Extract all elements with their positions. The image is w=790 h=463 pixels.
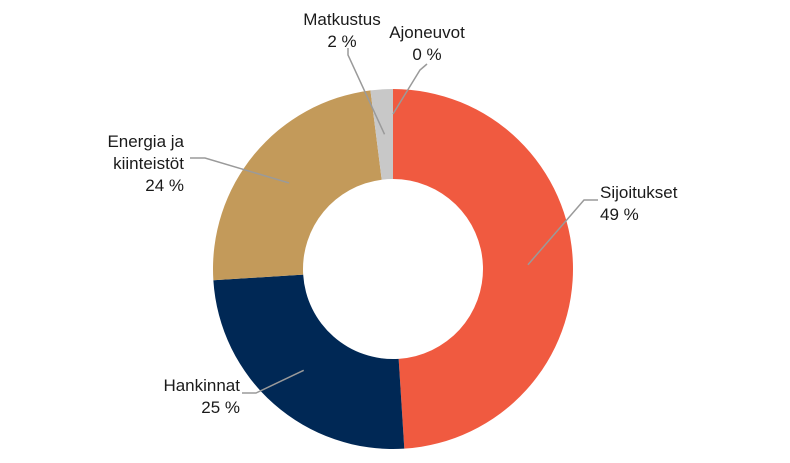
leader-line-matkustus [347,48,386,135]
value-label-energia-ja-kiinteist-t: 24 % [145,176,184,195]
value-label-sijoitukset: 49 % [600,205,639,224]
category-label-energia-ja-kiinteist-t: kiinteistöt [113,154,184,173]
slices-group [213,89,573,449]
category-label-hankinnat: Hankinnat [163,376,240,395]
leader-line-ajoneuvot [392,63,428,115]
leader-lines-group [190,48,598,394]
category-label-energia-ja-kiinteist-t: Energia ja [107,132,184,151]
category-label-ajoneuvot: Ajoneuvot [389,23,465,42]
category-label-sijoitukset: Sijoitukset [600,183,678,202]
labels-group: Sijoitukset 49 % Hankinnat 25 % Energia ja ki… [107,10,677,417]
value-label-ajoneuvot: 0 % [412,45,441,64]
leader-line-hankinnat [242,369,305,394]
slice-energia-ja-kiinteist-t [213,90,382,281]
label-sijoitukset: Sijoitukset 49 % [600,183,678,224]
leader-line-sijoitukset [527,199,598,266]
label-energia-ja-kiinteist-t: Energia ja kiinteistöt 24 % [107,132,184,195]
label-ajoneuvot: Ajoneuvot 0 % [389,23,465,64]
category-label-matkustus: Matkustus [303,10,380,29]
leader-line-energia-ja-kiinteist-t [190,157,290,184]
label-matkustus: Matkustus 2 % [303,10,380,51]
label-hankinnat: Hankinnat 25 % [163,376,240,417]
slice-matkustus [370,89,393,180]
value-label-hankinnat: 25 % [201,398,240,417]
slice-hankinnat [213,274,405,449]
slice-sijoitukset [393,89,573,449]
value-label-matkustus: 2 % [327,32,356,51]
